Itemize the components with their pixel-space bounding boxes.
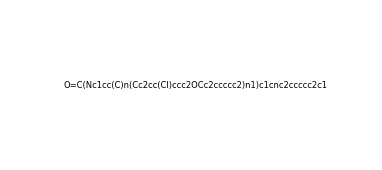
Text: O=C(Nc1cc(C)n(Cc2cc(Cl)ccc2OCc2ccccc2)n1)c1cnc2ccccc2c1: O=C(Nc1cc(C)n(Cc2cc(Cl)ccc2OCc2ccccc2)n1… [64, 81, 328, 90]
